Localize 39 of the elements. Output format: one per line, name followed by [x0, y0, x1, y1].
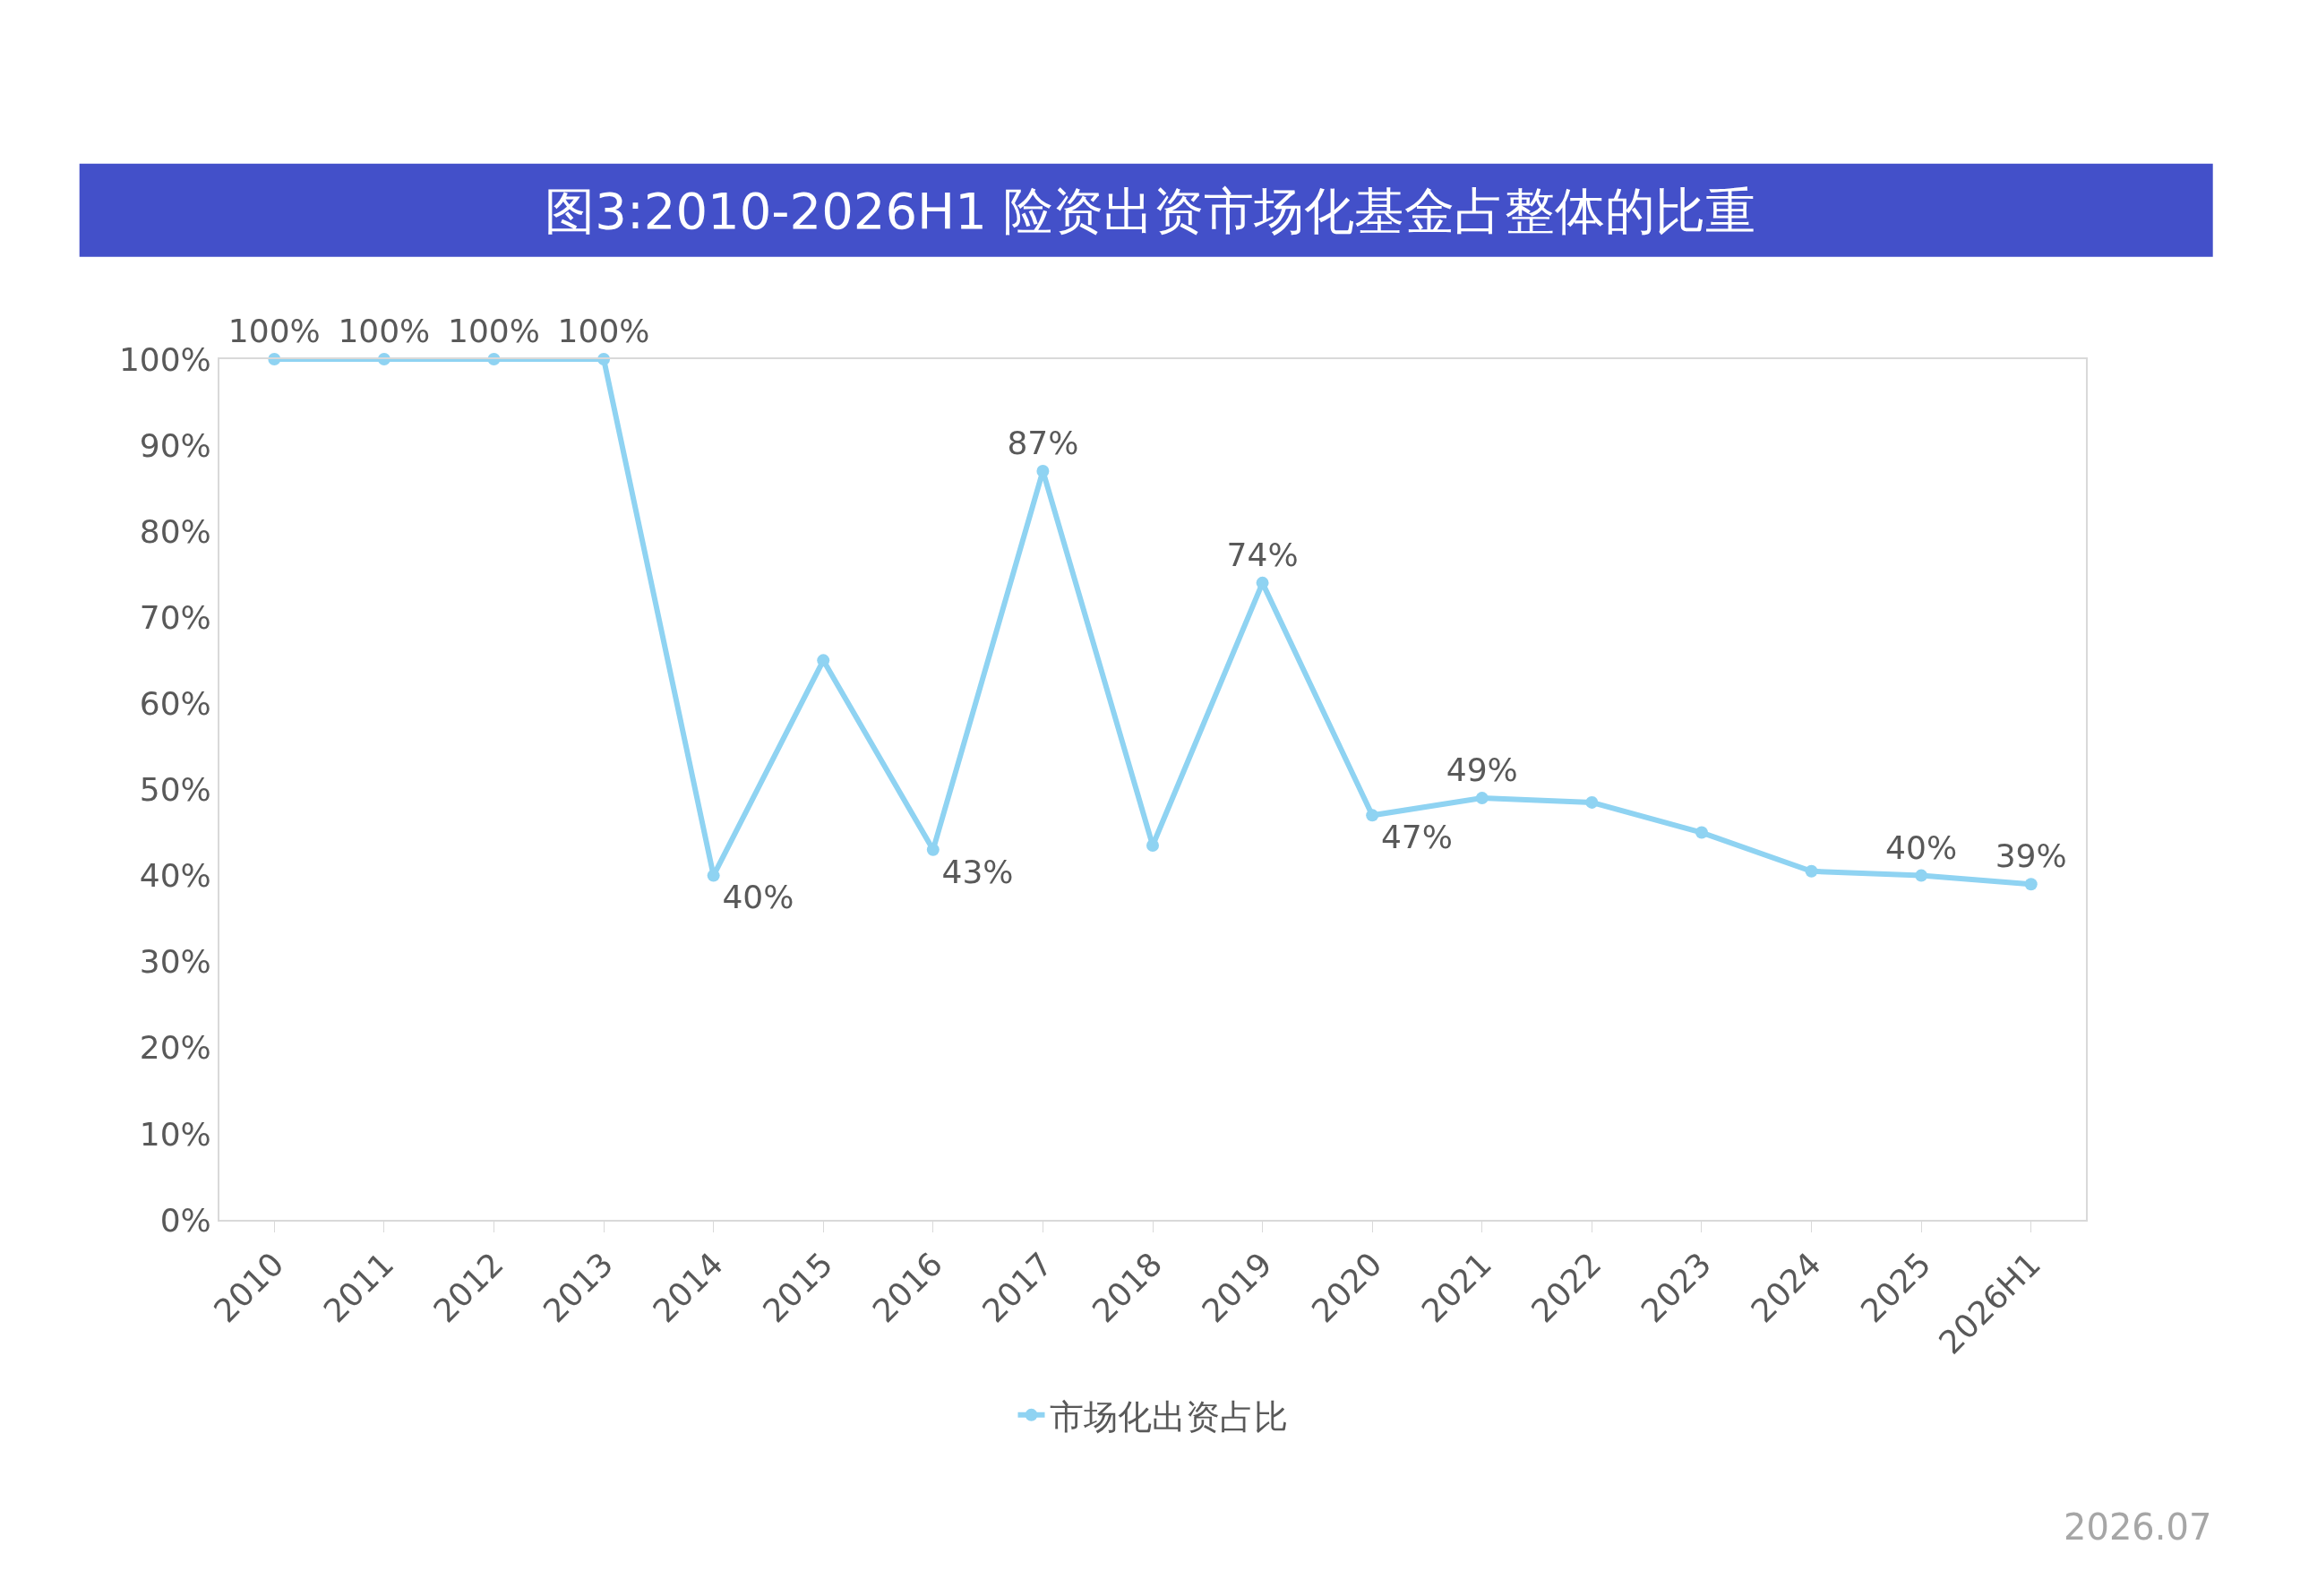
data-label: 100% — [557, 313, 650, 350]
point — [1475, 792, 1489, 805]
y-tick-label: 60% — [139, 685, 211, 722]
point — [817, 654, 830, 667]
point — [1915, 869, 1928, 882]
data-label: 39% — [1995, 837, 2067, 875]
point — [2024, 878, 2038, 891]
point — [1036, 464, 1050, 477]
data-label: 100% — [448, 313, 540, 350]
y-tick-label: 10% — [139, 1115, 211, 1153]
data-label: 100% — [338, 313, 431, 350]
text: 2026.07 — [2064, 1506, 2212, 1548]
point — [1256, 576, 1269, 589]
point — [1146, 838, 1159, 852]
y-tick-label: 30% — [139, 943, 211, 981]
data-label: 74% — [1226, 536, 1299, 574]
y-tick-label: 100% — [118, 340, 211, 378]
data-label: 87% — [1007, 425, 1079, 462]
y-tick-label: 90% — [139, 426, 211, 464]
data-label: 40% — [1885, 828, 1958, 866]
y-tick-label: 50% — [139, 771, 211, 809]
chart-title: 图3:2010-2026H1 险资出资市场化基金占整体的比重 — [545, 181, 1755, 240]
y-tick-label: 80% — [139, 512, 211, 550]
point — [1366, 809, 1379, 822]
data-label: 100% — [227, 313, 321, 350]
data-label: 43% — [941, 853, 1014, 890]
point — [1805, 864, 1818, 878]
y-tick-label: 20% — [139, 1029, 211, 1067]
point — [926, 843, 940, 856]
y-tick-label: 40% — [139, 857, 211, 895]
point — [1695, 826, 1708, 839]
data-label: 49% — [1446, 751, 1518, 789]
data-label: 40% — [722, 879, 794, 916]
point — [707, 869, 720, 882]
point — [1585, 795, 1599, 809]
y-tick-label: 70% — [139, 598, 211, 636]
data-label: 47% — [1380, 819, 1453, 856]
legend-label: 市场化出资占比 — [1049, 1396, 1288, 1437]
y-tick-label: 0% — [159, 1201, 211, 1239]
